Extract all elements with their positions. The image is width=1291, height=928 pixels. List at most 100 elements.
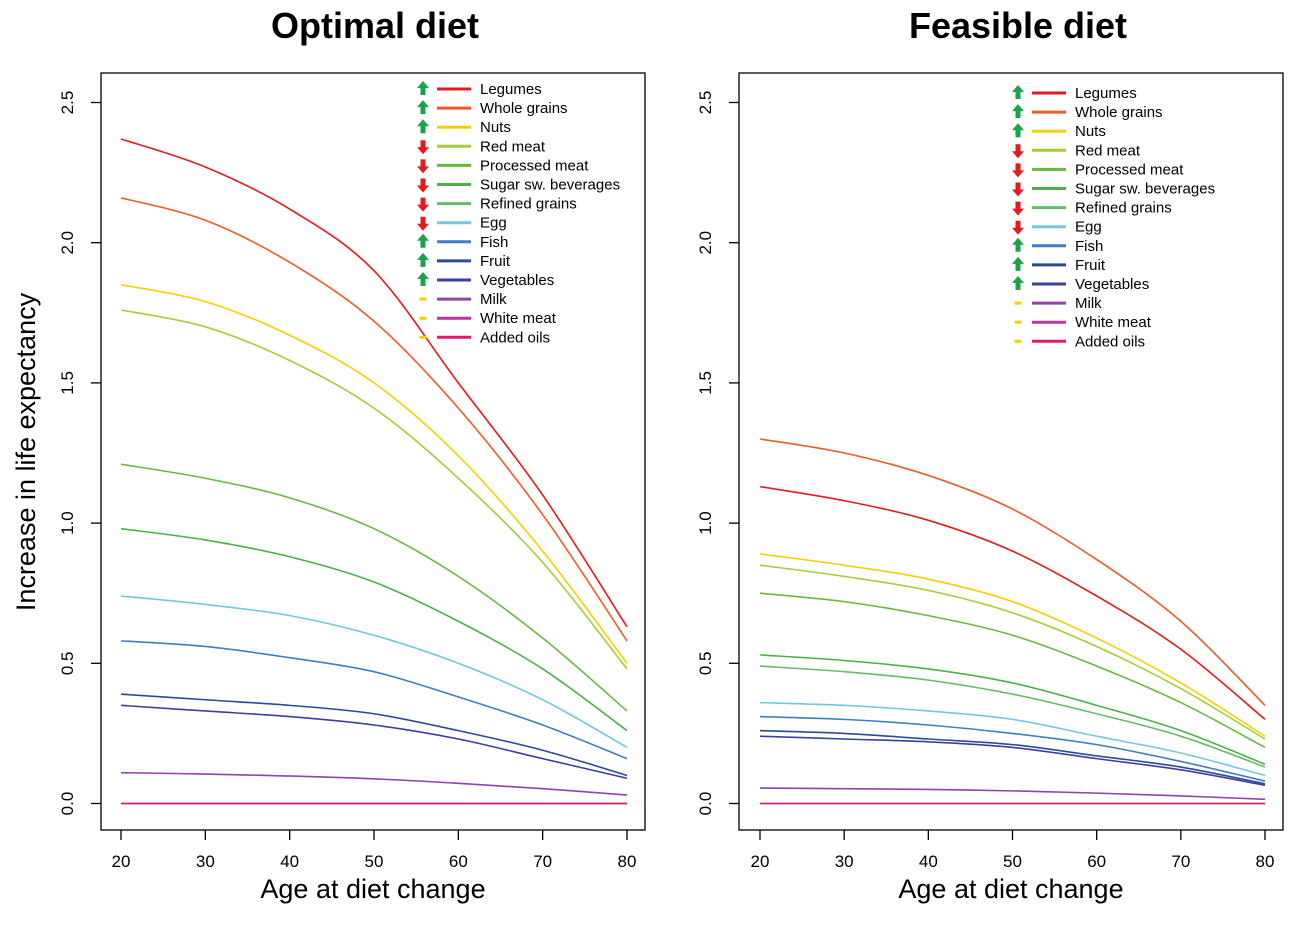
- series-line-nuts: [759, 553, 1266, 737]
- legend-item-fish: Fish: [417, 233, 508, 251]
- series-line-nuts: [120, 283, 628, 664]
- y-tick-label: 1.0: [696, 511, 715, 535]
- series-line-sugar-sw-beverages: [120, 527, 628, 732]
- arrow-up-icon: [417, 119, 429, 134]
- legend-item-refined-grains: Refined grains: [417, 196, 577, 213]
- legend-label: White meat: [1075, 314, 1152, 331]
- legend-item-processed-meat: Processed meat: [1012, 161, 1184, 178]
- arrow-up-icon: [417, 100, 429, 115]
- dash-icon: [419, 335, 427, 339]
- series-line-vegetables: [759, 735, 1266, 787]
- series-line-processed-meat: [759, 592, 1266, 749]
- x-axis-label: Age at diet change: [260, 874, 485, 904]
- series-line-vegetables: [120, 704, 628, 780]
- y-axis-label: Increase in life expectancy: [11, 292, 41, 611]
- x-tick-label: 60: [1087, 852, 1106, 871]
- legend-label: Whole grains: [480, 100, 568, 117]
- y-tick-label: 2.0: [58, 231, 77, 255]
- arrow-up-icon: [1012, 256, 1024, 271]
- legend-item-added-oils: Added oils: [1014, 333, 1145, 350]
- legend-item-vegetables: Vegetables: [417, 272, 554, 289]
- dash-icon: [419, 297, 427, 301]
- series-line-fruit: [120, 693, 628, 777]
- legend-item-processed-meat: Processed meat: [417, 157, 589, 174]
- series-line-milk: [120, 771, 628, 796]
- arrow-down-icon: [417, 140, 429, 155]
- legend-label: Added oils: [1075, 333, 1145, 350]
- legend-item-red-meat: Red meat: [417, 138, 546, 155]
- legend-item-fish: Fish: [1012, 237, 1103, 255]
- plot-frame: [100, 72, 646, 831]
- series-line-red-meat: [759, 564, 1266, 740]
- y-tick-label: 0.5: [696, 651, 715, 675]
- x-tick-label: 20: [751, 852, 770, 871]
- legend-label: Fish: [1075, 238, 1103, 255]
- legend-label: Milk: [1075, 295, 1102, 312]
- legend-label: Legumes: [1075, 85, 1137, 102]
- arrow-down-icon: [417, 197, 429, 212]
- series-line-whole-grains: [120, 197, 628, 642]
- x-tick-label: 70: [1171, 852, 1190, 871]
- arrow-up-icon: [1012, 276, 1024, 290]
- legend-label: Red meat: [1075, 142, 1141, 159]
- series-line-fish: [759, 715, 1266, 782]
- dash-icon: [1014, 339, 1022, 343]
- arrow-up-icon: [1012, 237, 1024, 252]
- arrow-up-icon: [417, 272, 429, 286]
- legend-item-red-meat: Red meat: [1012, 142, 1141, 159]
- series-line-sugar-sw-beverages: [759, 654, 1266, 765]
- arrow-up-icon: [1012, 104, 1024, 119]
- arrow-down-icon: [1012, 144, 1024, 159]
- arrow-up-icon: [417, 252, 429, 267]
- legend-label: Added oils: [480, 329, 550, 346]
- y-tick-label: 2.0: [696, 231, 715, 255]
- legend-label: Fish: [480, 234, 508, 251]
- legend-label: Legumes: [480, 81, 542, 98]
- chart-panel-feasible: Feasible diet 20 30 40 50 60 70 80 0.0 0.5 1.0 1.5 2…: [696, 5, 1284, 904]
- legend-label: Egg: [1075, 219, 1102, 236]
- y-tick-label: 1.5: [696, 371, 715, 395]
- series-line-whole-grains: [759, 438, 1266, 706]
- legend-item-milk: Milk: [419, 291, 507, 308]
- legend-item-legumes: Legumes: [1012, 85, 1137, 102]
- arrow-up-icon: [417, 233, 429, 248]
- series-line-egg: [120, 595, 628, 749]
- arrow-down-icon: [417, 159, 429, 174]
- x-tick-label: 80: [1256, 852, 1275, 871]
- x-tick-label: 20: [112, 852, 131, 871]
- series-line-processed-meat: [120, 463, 628, 712]
- x-tick-label: 60: [449, 852, 468, 871]
- legend-label: Vegetables: [480, 272, 554, 289]
- legend-item-legumes: Legumes: [417, 81, 542, 98]
- arrow-down-icon: [1012, 201, 1024, 216]
- chart-panel-optimal: Optimal diet 20 30 40 50 60 70 80 0.0 0.5 1.0 1.5 2.…: [11, 5, 646, 904]
- series-line-refined-grains: [759, 665, 1266, 768]
- series-line-fruit: [759, 729, 1266, 785]
- legend-item-egg: Egg: [417, 215, 507, 232]
- legend-label: Milk: [480, 291, 507, 308]
- y-tick-label: 0.0: [696, 792, 715, 816]
- arrow-down-icon: [1012, 182, 1024, 197]
- legend-label: Red meat: [480, 138, 546, 155]
- y-tick-label: 2.5: [696, 91, 715, 115]
- x-tick-label: 40: [280, 852, 299, 871]
- legend-item-milk: Milk: [1014, 295, 1102, 312]
- x-tick-label: 30: [196, 852, 215, 871]
- legend-item-white-meat: White meat: [419, 310, 557, 327]
- legend-item-egg: Egg: [1012, 219, 1102, 236]
- legend: Legumes Whole grains Nuts Red meat Processed…: [417, 81, 620, 346]
- legend-item-sugar-sw-beverages: Sugar sw. beverages: [1012, 181, 1215, 198]
- legend-item-added-oils: Added oils: [419, 329, 550, 346]
- y-tick-label: 1.5: [58, 371, 77, 395]
- x-axis-label: Age at diet change: [898, 874, 1123, 904]
- arrow-up-icon: [1012, 85, 1024, 99]
- x-tick-label: 50: [1003, 852, 1022, 871]
- legend-item-sugar-sw-beverages: Sugar sw. beverages: [417, 177, 620, 194]
- legend-label: Nuts: [480, 119, 511, 136]
- series-line-milk: [759, 787, 1266, 801]
- legend-label: Processed meat: [480, 157, 589, 174]
- legend-item-nuts: Nuts: [1012, 123, 1106, 140]
- legend-item-fruit: Fruit: [417, 252, 511, 270]
- y-tick-label: 0.5: [58, 651, 77, 675]
- legend-item-nuts: Nuts: [417, 119, 511, 136]
